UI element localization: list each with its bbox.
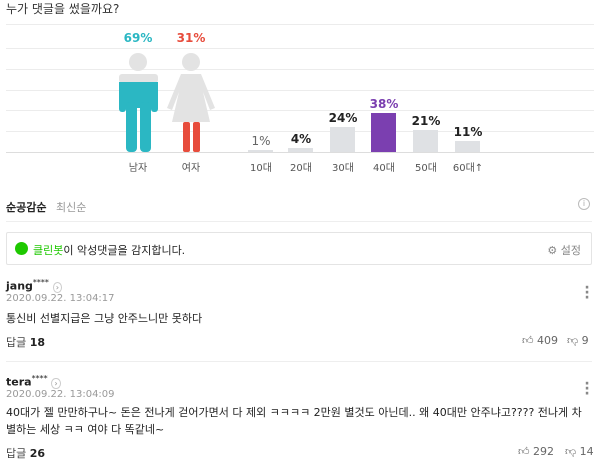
sort-tab-latest[interactable]: 최신순 — [56, 201, 87, 214]
divider — [6, 361, 592, 362]
info-icon[interactable]: i — [578, 198, 590, 210]
female-percent: 31% — [176, 31, 206, 45]
chart-title: 누가 댓글을 썼을까요? — [6, 2, 120, 16]
dislike-button[interactable]: 👎︎ 14 — [565, 445, 594, 458]
gear-icon: ⚙ — [547, 244, 558, 257]
divider — [6, 221, 592, 222]
cleanbot-text: 이 악성댓글을 감지합니다. — [63, 244, 186, 257]
comment-text: 통신비 선별지급은 그냥 안주느니만 못하다 — [6, 311, 203, 325]
age-label: 50대 — [415, 163, 437, 174]
age-bar — [248, 150, 273, 152]
gridline — [6, 110, 594, 111]
age-bar — [455, 140, 480, 152]
male-label: 남자 — [128, 163, 148, 174]
male-percent: 69% — [123, 31, 153, 45]
age-label: 20대 — [290, 163, 312, 174]
gridline — [6, 69, 594, 70]
comment-date: 2020.09.22. 13:04:09 — [6, 388, 115, 400]
comment: jang**** › 2020.09.22. 13:04:17 통신비 선별지급… — [6, 278, 591, 327]
age-label: 40대 — [373, 163, 395, 174]
age-bar-value: 11% — [453, 124, 483, 139]
cleanbot-banner: 클린봇이 악성댓글을 감지합니다. ⚙ 설정 — [6, 232, 592, 265]
gridline — [6, 90, 594, 91]
gender-figures — [119, 53, 215, 152]
age-bar-value: 24% — [328, 111, 358, 126]
age-bar-value: 1% — [251, 134, 271, 148]
age-bar-value: 38% — [369, 96, 399, 111]
reply-button[interactable]: 답글 26 — [6, 447, 46, 460]
age-bar — [371, 112, 396, 152]
age-bar — [330, 127, 355, 152]
comment: tera**** › 2020.09.22. 13:04:09 40대가 젤 만… — [6, 374, 591, 438]
more-options-icon[interactable]: · · · — [584, 376, 590, 402]
profile-arrow-icon[interactable]: › — [51, 377, 61, 389]
cleanbot-name: 클린봇 — [33, 244, 64, 257]
age-bar — [413, 130, 438, 152]
age-label: 60대↑ — [452, 163, 484, 174]
comment-date: 2020.09.22. 13:04:17 — [6, 292, 115, 304]
cleanbot-icon — [15, 242, 28, 255]
gridline — [6, 131, 594, 132]
dislike-button[interactable]: 👎︎ 9 — [567, 334, 589, 347]
gridline — [6, 152, 594, 153]
age-label: 10대 — [250, 163, 272, 174]
cleanbot-settings-button[interactable]: ⚙ 설정 — [547, 242, 581, 258]
male-figure-icon — [119, 53, 158, 152]
profile-arrow-icon[interactable]: › — [52, 281, 63, 293]
like-button[interactable]: 👍︎ 409 — [522, 334, 558, 347]
gridline — [6, 24, 594, 25]
like-button[interactable]: 👍︎ 292 — [518, 445, 554, 458]
more-options-icon[interactable]: · · · — [584, 280, 590, 306]
comment-text: 40대가 젤 만만하구나~ 돈은 전나게 걷어가면서 다 제외 ㅋㅋㅋㅋ 2만원… — [6, 405, 582, 436]
age-bar-value: 21% — [411, 114, 441, 129]
female-label: 여자 — [181, 163, 201, 174]
age-bar-value: 4% — [290, 131, 312, 146]
reply-button[interactable]: 답글 18 — [6, 336, 46, 349]
comment-user[interactable]: tera**** › — [6, 374, 591, 389]
age-label: 30대 — [332, 163, 354, 174]
sort-tab-popular[interactable]: 순공감순 — [6, 201, 47, 214]
comment-user[interactable]: jang**** › — [6, 278, 591, 293]
gridline — [6, 48, 594, 49]
settings-label: 설정 — [560, 244, 581, 257]
age-bar — [288, 147, 313, 152]
female-figure-icon — [167, 53, 215, 152]
